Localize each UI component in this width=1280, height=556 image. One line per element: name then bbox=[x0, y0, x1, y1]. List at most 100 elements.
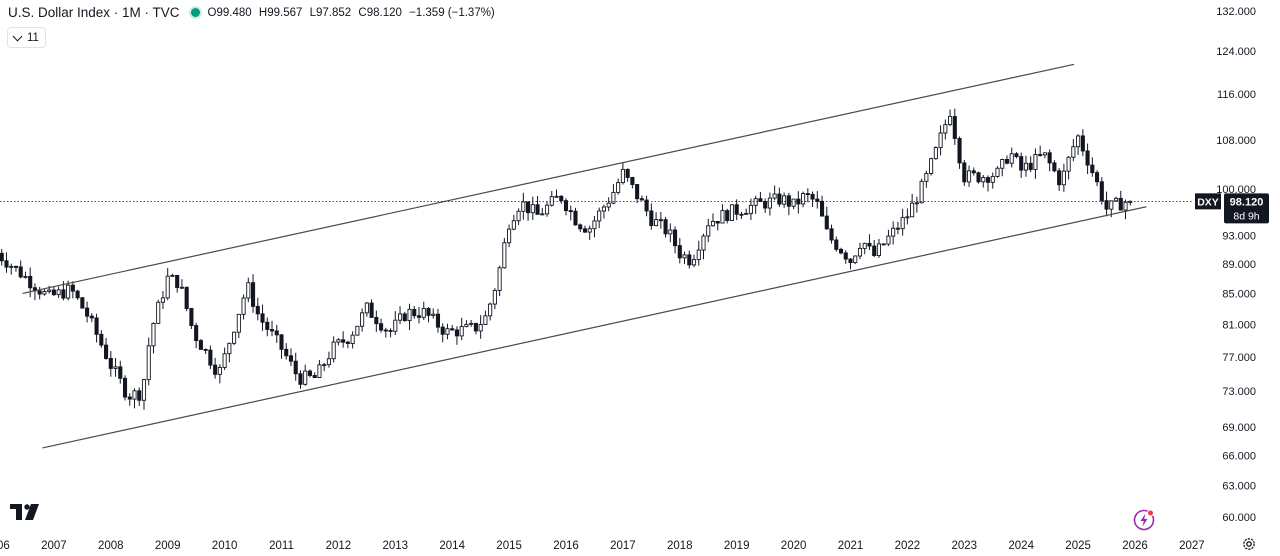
candle-up bbox=[56, 289, 61, 296]
candle-down bbox=[1085, 150, 1090, 166]
candle-up bbox=[620, 168, 625, 184]
candle-down bbox=[260, 313, 265, 323]
x-tick-label: 2026 bbox=[1122, 540, 1148, 552]
y-tick-label: 89.000 bbox=[1222, 259, 1256, 271]
candle-down bbox=[80, 297, 85, 309]
candle-up bbox=[682, 254, 687, 259]
candle-up bbox=[516, 210, 521, 222]
candle-down bbox=[625, 168, 630, 178]
candle-up bbox=[891, 227, 896, 237]
candle-down bbox=[70, 284, 75, 292]
candle-up bbox=[1109, 200, 1114, 210]
close-label: C bbox=[358, 6, 367, 19]
candle-up bbox=[497, 267, 502, 291]
candle-down bbox=[663, 219, 668, 235]
candle-down bbox=[383, 329, 388, 332]
candle-up bbox=[720, 210, 725, 224]
candle-down bbox=[99, 333, 104, 346]
x-tick-label: 2023 bbox=[952, 540, 978, 552]
candle-up bbox=[782, 195, 787, 205]
gear-icon[interactable] bbox=[1241, 536, 1257, 552]
candle-up bbox=[469, 322, 474, 325]
countdown-label: 8d 9h bbox=[1233, 210, 1259, 222]
x-tick-label: 2016 bbox=[553, 540, 579, 552]
candle-up bbox=[862, 242, 867, 249]
candle-down bbox=[388, 330, 393, 332]
ohlc-values: O99.480 H99.567 L97.852 C98.120 −1.359 (… bbox=[208, 7, 495, 19]
candle-up bbox=[948, 116, 953, 126]
candle-up bbox=[606, 202, 611, 208]
candle-down bbox=[250, 282, 256, 307]
candle-up bbox=[227, 342, 232, 355]
candle-up bbox=[857, 247, 863, 257]
tradingview-logo-icon[interactable] bbox=[10, 504, 40, 520]
symbol-header: U.S. Dollar Index · 1M · TVC O99.480 H99… bbox=[8, 5, 495, 20]
x-tick-label: 2012 bbox=[326, 540, 352, 552]
candle-down bbox=[18, 266, 23, 278]
candle-up bbox=[317, 364, 322, 379]
y-tick-label: 60.000 bbox=[1222, 512, 1256, 524]
candle-up bbox=[232, 331, 237, 344]
candle-down bbox=[269, 329, 275, 332]
candle-up bbox=[616, 182, 621, 193]
candle-up bbox=[355, 325, 360, 336]
candle-up bbox=[853, 255, 858, 264]
x-tick-label: 2010 bbox=[212, 540, 238, 552]
candle-up bbox=[1123, 201, 1128, 211]
candle-down bbox=[985, 177, 991, 183]
candle-down bbox=[369, 302, 374, 318]
candle-up bbox=[217, 367, 222, 375]
candle-up bbox=[507, 228, 512, 244]
candle-down bbox=[341, 339, 346, 343]
y-tick-label: 85.000 bbox=[1222, 288, 1256, 300]
indicators-toggle-button[interactable]: 11 bbox=[7, 27, 46, 48]
x-tick-label: 2011 bbox=[269, 540, 294, 552]
x-tick-label: 2025 bbox=[1065, 540, 1091, 552]
candle-up bbox=[113, 366, 118, 369]
candle-down bbox=[137, 390, 142, 401]
candle-down bbox=[881, 243, 886, 246]
candle-up bbox=[1071, 146, 1076, 158]
lightning-icon[interactable] bbox=[1133, 509, 1155, 531]
candle-up bbox=[222, 353, 227, 368]
candle-up bbox=[914, 202, 919, 205]
candle-up bbox=[554, 195, 559, 198]
change-value: −1.359 (−1.37%) bbox=[409, 6, 495, 19]
candle-down bbox=[630, 177, 635, 185]
candle-down bbox=[454, 329, 459, 337]
candle-down bbox=[435, 313, 441, 328]
candle-down bbox=[118, 366, 123, 379]
candle-up bbox=[350, 334, 355, 344]
candle-up bbox=[241, 297, 246, 315]
candle-down bbox=[739, 213, 744, 216]
candle-up bbox=[146, 345, 151, 381]
candle-down bbox=[715, 220, 720, 224]
candle-up bbox=[1061, 170, 1066, 186]
candle-down bbox=[952, 116, 957, 139]
y-tick-label: 81.000 bbox=[1222, 319, 1256, 331]
candle-down bbox=[848, 258, 853, 264]
x-tick-label: 2018 bbox=[667, 540, 693, 552]
candle-up bbox=[540, 213, 545, 216]
candle-up bbox=[364, 302, 369, 314]
x-tick-label: 2021 bbox=[838, 540, 864, 552]
y-tick-label: 100.000 bbox=[1216, 184, 1256, 196]
symbol-title[interactable]: U.S. Dollar Index · 1M · TVC bbox=[8, 5, 180, 20]
y-tick-label: 73.000 bbox=[1222, 386, 1256, 398]
candle-up bbox=[1113, 197, 1119, 202]
candle-down bbox=[203, 348, 208, 351]
candle-down bbox=[255, 305, 260, 315]
x-tick-label: 2017 bbox=[610, 540, 636, 552]
low-value: 97.852 bbox=[316, 6, 352, 19]
candle-down bbox=[1095, 172, 1100, 183]
candle-up bbox=[753, 198, 758, 206]
candle-up bbox=[924, 173, 929, 182]
x-tick-label: 2007 bbox=[41, 540, 67, 552]
candle-down bbox=[402, 313, 407, 322]
candle-down bbox=[440, 326, 445, 335]
candle-up bbox=[748, 204, 753, 214]
candle-up bbox=[744, 212, 749, 215]
candle-up bbox=[326, 358, 331, 366]
candle-up bbox=[611, 191, 616, 204]
